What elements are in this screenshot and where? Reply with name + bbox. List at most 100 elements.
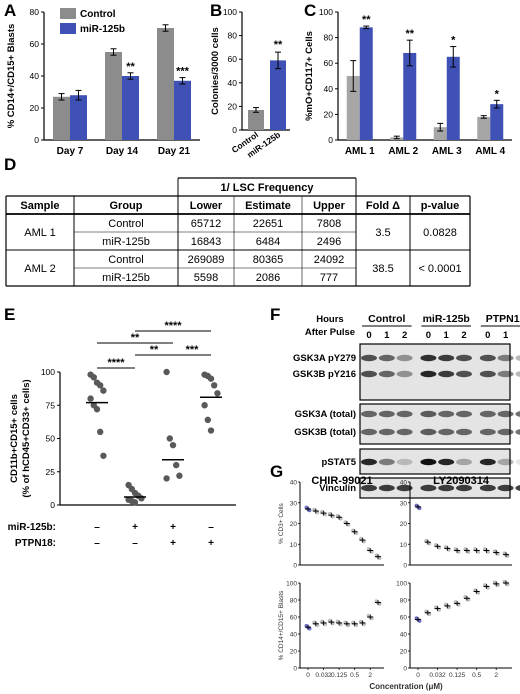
- panel-d-table-cell: miR-125b: [102, 272, 150, 284]
- panel-d-sample-cell: AML 2: [24, 263, 55, 275]
- panel-f-group-label: PTPN18: [486, 313, 520, 325]
- panel-e-point: [166, 435, 173, 442]
- panel-f-band: [515, 485, 520, 491]
- panel-f-band: [479, 370, 496, 378]
- panel-c-x-tick-label: AML 2: [388, 146, 418, 157]
- panel-g-x-tick-label: 0: [416, 672, 420, 679]
- panel-g-x-tick-label: 0: [306, 672, 310, 679]
- panel-d-table-cell: 65712: [191, 218, 222, 230]
- panel-g-x-tick-label: 0.032: [429, 672, 446, 679]
- panel-f-band: [438, 354, 455, 362]
- panel-g-y-tick-label: 20: [400, 521, 408, 528]
- panel-a-y-tick-label: 80: [30, 7, 40, 17]
- panel-e-y-tick-label: 50: [46, 434, 56, 444]
- panel-f-timepoint-label: 0: [366, 330, 371, 341]
- panel-f-band: [438, 428, 455, 436]
- panel-c-bar: [359, 27, 373, 140]
- panel-f-band: [497, 354, 514, 362]
- panel-g-y-tick-label: 0: [293, 563, 297, 570]
- panel-letter-f: F: [270, 305, 280, 324]
- panel-f-row-label: GSK3A pY279: [293, 353, 356, 364]
- panel-d-table-cell: 80365: [253, 254, 284, 266]
- panel-d-table-cell: 16843: [191, 236, 222, 248]
- panel-e-point: [169, 441, 177, 449]
- panel-c-bar: [490, 104, 504, 140]
- panel-f-band: [420, 484, 437, 492]
- panel-f-band: [456, 370, 472, 378]
- panel-g-y-tick-label: 40: [290, 632, 298, 639]
- panel-e-y-axis-title: CD11b+CD15+ cells: [9, 394, 20, 483]
- panel-a-bar-chart: 0 20 40 60 80 % CD14+/CD15+ Blasts Day 7 ** Day …: [6, 7, 200, 157]
- panel-c-bar: [477, 116, 491, 140]
- panel-f-band: [396, 354, 413, 362]
- panel-a-bar: [70, 95, 87, 140]
- panel-g-y-tick-label: 40: [400, 480, 408, 487]
- panel-g-y-tick-label: 0: [293, 666, 297, 673]
- panel-a-legend-swatch: [60, 8, 76, 19]
- panel-e-condition-sign: +: [208, 538, 214, 549]
- panel-e-point: [163, 475, 170, 482]
- panel-c-significance: **: [405, 28, 414, 40]
- panel-b-y-tick-label: 100: [223, 7, 237, 17]
- panel-c-y-tick-label: 100: [319, 7, 333, 17]
- panel-g-x-tick-label: 0.032: [315, 672, 332, 679]
- panel-e-condition-sign: +: [170, 538, 176, 549]
- panel-d-table-cell: 5598: [194, 272, 218, 284]
- panel-c-y-tick-label: 80: [324, 33, 334, 43]
- panel-f-band: [396, 410, 413, 418]
- panel-f-band: [378, 410, 395, 418]
- panel-b-y-tick-label: 60: [228, 54, 238, 64]
- panel-f-band: [396, 484, 413, 492]
- panel-b-y-tick-label: 80: [228, 31, 238, 41]
- panel-d-table-cell: miR-125b: [102, 236, 150, 248]
- panel-f-band: [420, 458, 437, 466]
- panel-f-band: [438, 484, 455, 492]
- panel-f-group-label: Control: [368, 313, 405, 325]
- panel-c-y-tick-label: 0: [328, 135, 333, 145]
- panel-c-significance: **: [362, 14, 371, 26]
- panel-g-y-tick-label: 30: [400, 500, 408, 507]
- panel-e-comparison-label: ****: [107, 357, 125, 369]
- panel-e-point: [214, 390, 221, 397]
- panel-g-y-tick-label: 100: [286, 581, 297, 588]
- panel-g-y-tick-label: 60: [400, 615, 408, 622]
- panel-d-fold-cell: 38.5: [372, 263, 393, 275]
- panel-f-band: [438, 370, 455, 378]
- panel-g-y-tick-label: 40: [290, 480, 298, 487]
- panel-f-band: [497, 458, 514, 466]
- panel-f-blot-frame: [359, 403, 511, 445]
- panel-g-x-tick-label: 2: [494, 672, 498, 679]
- panel-d-table-cell: 7808: [317, 218, 341, 230]
- panel-e-point: [97, 428, 104, 436]
- panel-d-table-cell: 24092: [314, 254, 345, 266]
- panel-g-title: LY2090314: [433, 475, 490, 487]
- panel-f-band: [361, 458, 377, 466]
- panel-e-condition-sign: –: [94, 538, 100, 549]
- panel-e-comparison-label: ***: [186, 344, 200, 356]
- panel-f-row-label: GSK3A (total): [295, 409, 356, 420]
- panel-a-bar: [174, 80, 191, 140]
- panel-b-y-tick-label: 0: [232, 125, 237, 135]
- panel-d-table: 1/ LSC Frequency Sample Group Lower Estimate…: [5, 177, 471, 287]
- panel-f-band: [479, 354, 496, 362]
- panel-f-row-label: GSK3B (total): [294, 427, 356, 438]
- panel-g-y-tick-label: 40: [400, 632, 408, 639]
- panel-f-band: [361, 428, 377, 436]
- panel-d-column-header: Group: [110, 200, 143, 212]
- panel-f-row-label: GSK3B pY216: [293, 369, 356, 380]
- panel-f-band: [515, 459, 520, 465]
- panel-b-y-axis-title: Colonies/3000 cells: [210, 27, 221, 115]
- panel-f-band: [396, 428, 413, 436]
- panel-e-point: [204, 416, 211, 424]
- panel-e-point: [100, 452, 107, 459]
- panel-g-y-tick-label: 10: [400, 542, 408, 549]
- panel-c-x-tick-label: AML 4: [475, 146, 505, 157]
- panel-b-y-tick-label: 40: [228, 78, 238, 88]
- panel-f-band: [456, 458, 472, 466]
- panel-a-legend-swatch: [60, 23, 76, 34]
- panel-letter-a: A: [4, 1, 16, 20]
- panel-d-table-cell: 22651: [253, 218, 284, 230]
